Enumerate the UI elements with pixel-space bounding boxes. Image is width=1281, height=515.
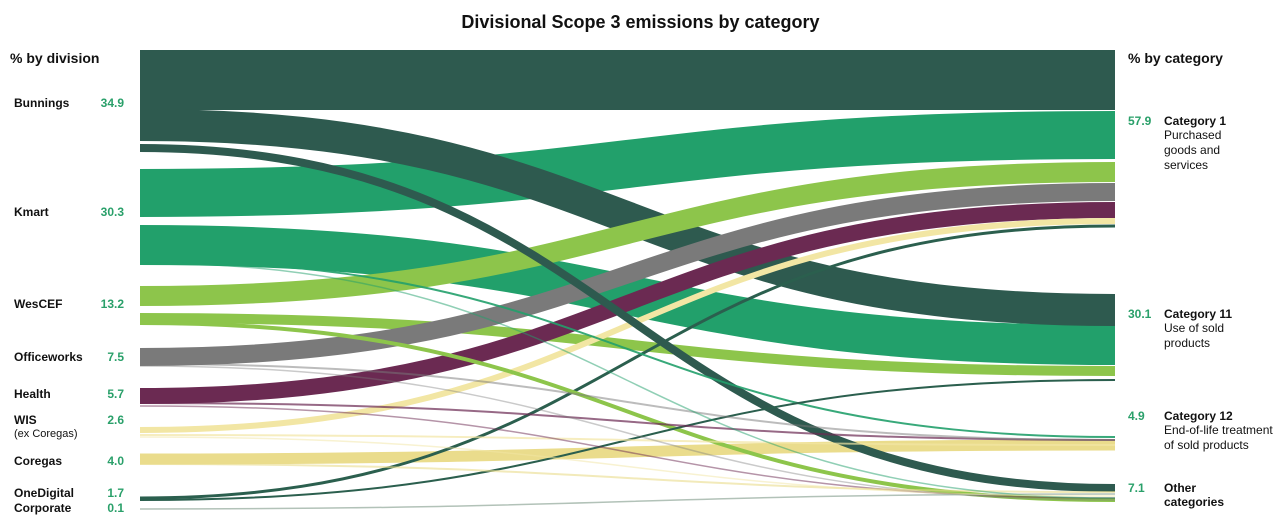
chart-title: Divisional Scope 3 emissions by category	[461, 12, 820, 32]
category-name: Category 12	[1164, 409, 1233, 423]
category-name: Category 1	[1164, 114, 1227, 128]
flow-kmart	[139, 260, 1116, 438]
category-name: Category 11	[1164, 307, 1233, 321]
category-description: End-of-life treatment of sold products	[1164, 423, 1273, 452]
division-name: Officeworks	[14, 350, 83, 364]
flow-health	[139, 402, 1116, 441]
division-name: Corporate	[14, 501, 72, 515]
flow-officeworks	[139, 183, 1116, 366]
division-value: 0.1	[107, 501, 124, 515]
flow-wis	[139, 218, 1116, 433]
division-name: Health	[14, 387, 51, 401]
division-header: % by division	[10, 50, 100, 66]
division-value: 13.2	[100, 297, 124, 311]
category-value: 57.9	[1128, 114, 1152, 128]
division-value: 1.7	[107, 486, 124, 500]
division-name: Coregas	[14, 454, 63, 468]
division-name: OneDigital	[14, 486, 75, 500]
division-value: 30.3	[100, 205, 124, 219]
flow-corporate	[139, 493, 1116, 510]
division-value: 5.7	[107, 387, 124, 401]
flow-wescef	[139, 162, 1116, 306]
flow-wescef	[139, 313, 1116, 376]
category-header: % by category	[1128, 50, 1223, 66]
division-value: 34.9	[100, 96, 124, 110]
division-name: WIS	[14, 413, 37, 427]
division-value: 2.6	[107, 413, 124, 427]
category-value: 4.9	[1128, 409, 1145, 423]
category-description: categories	[1164, 495, 1225, 509]
division-subtitle: (ex Coregas)	[14, 428, 78, 440]
category-value: 7.1	[1128, 481, 1145, 495]
flow-onedigital	[139, 224, 1116, 500]
flow-bunnings	[139, 109, 1116, 326]
category-name: Other	[1164, 481, 1197, 495]
flow-health	[139, 202, 1116, 404]
division-name: Bunnings	[14, 96, 70, 110]
flow-officeworks	[139, 363, 1116, 441]
flow-bunnings	[139, 144, 1116, 492]
division-name: WesCEF	[14, 297, 63, 311]
category-description: Use of sold products	[1164, 321, 1225, 350]
flow-wis	[139, 436, 1116, 497]
category-description: Purchased goods and services	[1164, 128, 1222, 172]
category-value: 30.1	[1128, 307, 1152, 321]
flow-wis	[139, 434, 1116, 446]
division-value: 4.0	[107, 454, 124, 468]
flow-kmart	[139, 262, 1116, 499]
flow-coregas	[139, 463, 1116, 493]
division-value: 7.5	[107, 350, 124, 364]
division-name: Kmart	[14, 205, 49, 219]
flow-kmart	[139, 111, 1116, 217]
